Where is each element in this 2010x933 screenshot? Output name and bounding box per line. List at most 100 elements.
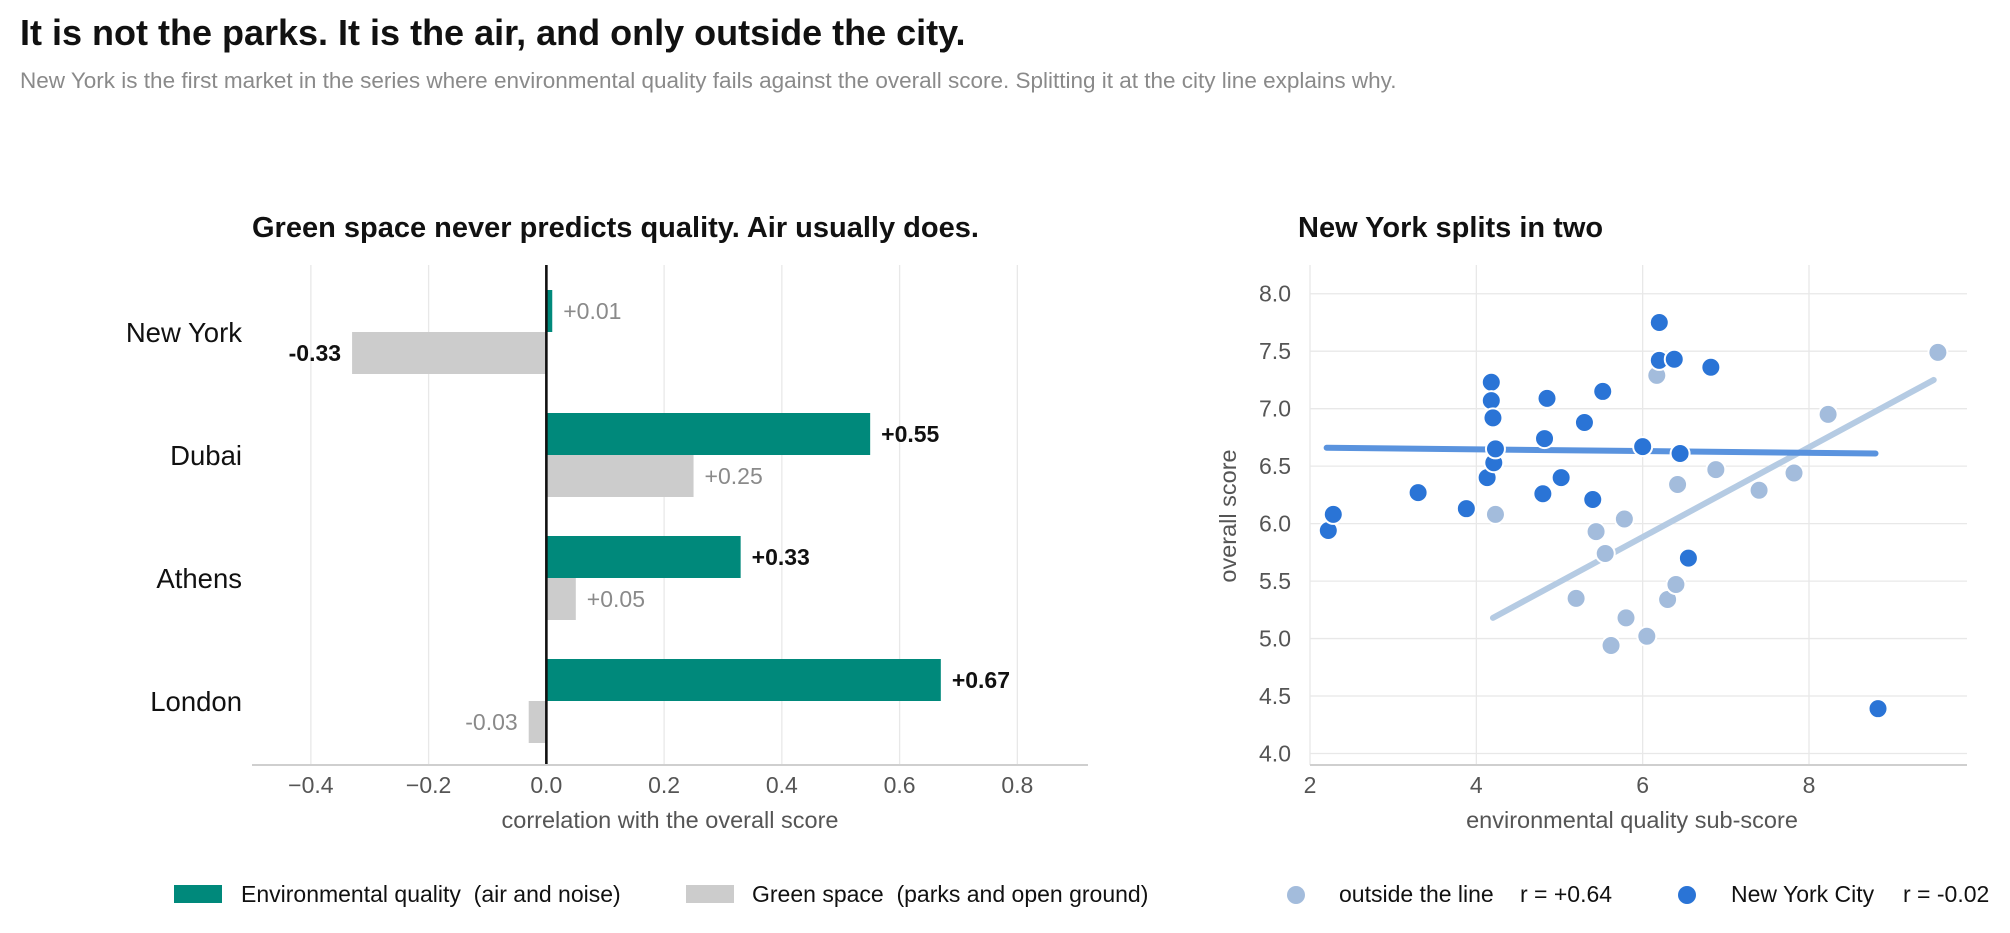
- scatter-y-tick-label: 6.5: [1259, 453, 1291, 479]
- scatter-y-tick-label: 6.0: [1259, 511, 1291, 537]
- scatter-chart-title: New York splits in two: [1298, 212, 1603, 244]
- scatter-point: [1550, 467, 1572, 489]
- bar: [546, 455, 694, 497]
- bar-category-label: London: [150, 686, 242, 717]
- scatter-chart-points: [1317, 311, 1949, 720]
- bar-x-tick-label: 0.8: [1001, 772, 1033, 798]
- bar-category-label: New York: [126, 317, 242, 348]
- scatter-point: [1615, 607, 1637, 629]
- page-subtitle: New York is the first market in the seri…: [20, 68, 1397, 93]
- scatter-y-tick-label: 5.5: [1259, 568, 1291, 594]
- scatter-chart-x-axis-label: environmental quality sub-score: [1466, 807, 1798, 833]
- scatter-point: [1592, 380, 1614, 402]
- scatter-x-tick-label: 2: [1304, 772, 1317, 798]
- scatter-fit-line: [1323, 444, 1879, 457]
- bar-chart-category-labels: New York Dubai Athens London: [126, 317, 242, 717]
- scatter-point: [1536, 387, 1558, 409]
- bar-chart-bars: [352, 265, 941, 765]
- scatter-point: [1867, 698, 1889, 720]
- bar: [546, 659, 941, 701]
- scatter-point: [1482, 407, 1504, 429]
- bar-x-tick-label: 0.6: [884, 772, 916, 798]
- scatter-y-tick-label: 7.5: [1259, 338, 1291, 364]
- scatter-point: [1817, 403, 1839, 425]
- scatter-point: [1594, 543, 1616, 565]
- scatter-point: [1484, 503, 1506, 525]
- scatter-y-tick-label: 5.0: [1259, 626, 1291, 652]
- scatter-point: [1582, 488, 1604, 510]
- legend-dot-nyc: [1678, 886, 1696, 904]
- bar-value-label: +0.33: [752, 544, 810, 570]
- bar-chart-title: Green space never predicts quality. Air …: [252, 212, 979, 244]
- bar-value-label: -0.33: [289, 340, 341, 366]
- scatter-point: [1484, 438, 1506, 460]
- scatter-point: [1322, 503, 1344, 525]
- scatter-point: [1927, 341, 1949, 363]
- scatter-y-tick-label: 4.5: [1259, 683, 1291, 709]
- scatter-point: [1600, 634, 1622, 656]
- scatter-point: [1613, 508, 1635, 530]
- bar-chart-legend: Environmental quality (air and noise) Gr…: [174, 881, 1148, 907]
- scatter-y-tick-label: 4.0: [1259, 741, 1291, 767]
- legend-label-nyc: New York City: [1731, 881, 1875, 907]
- scatter-chart: New York splits in two 2 4 6 8 4.0 4.5 5.0 5.5 6…: [1215, 212, 1967, 833]
- scatter-point: [1532, 483, 1554, 505]
- scatter-point: [1677, 547, 1699, 569]
- scatter-point: [1480, 371, 1502, 393]
- legend-label-green-space: Green space (parks and open ground): [752, 881, 1148, 907]
- legend-label-environmental: Environmental quality (air and noise): [241, 881, 621, 907]
- bar: [546, 413, 871, 455]
- bar: [546, 578, 576, 620]
- legend-stat-nyc: r = -0.02: [1903, 881, 1989, 907]
- legend-swatch-green-space: [686, 885, 734, 903]
- scatter-point: [1648, 311, 1670, 333]
- bar-chart: Green space never predicts quality. Air …: [126, 212, 1088, 833]
- bar: [528, 701, 547, 743]
- scatter-x-tick-label: 8: [1803, 772, 1816, 798]
- legend-dot-outside: [1287, 886, 1305, 904]
- bar: [352, 332, 547, 374]
- legend-swatch-environmental: [174, 885, 222, 903]
- scatter-point: [1636, 625, 1658, 647]
- bar-value-label: +0.67: [952, 667, 1010, 693]
- bar-category-label: Athens: [156, 563, 242, 594]
- scatter-chart-y-axis-label: overall score: [1215, 449, 1241, 582]
- bar-value-label: +0.55: [881, 421, 939, 447]
- bar-value-label: +0.01: [563, 298, 621, 324]
- scatter-point: [1534, 428, 1556, 450]
- scatter-point: [1705, 459, 1727, 481]
- scatter-point: [1783, 462, 1805, 484]
- bar-x-tick-label: 0.0: [530, 772, 562, 798]
- scatter-fit-line: [1489, 376, 1937, 621]
- scatter-chart-ticks: 2 4 6 8 4.0 4.5 5.0 5.5 6.0 6.5 7.0 7.5 8.0: [1259, 281, 1815, 798]
- scatter-y-tick-label: 8.0: [1259, 281, 1291, 307]
- scatter-x-tick-label: 6: [1636, 772, 1649, 798]
- scatter-chart-grid: [1309, 265, 1967, 765]
- bar-x-tick-label: 0.4: [766, 772, 798, 798]
- scatter-x-tick-label: 4: [1470, 772, 1483, 798]
- bar: [546, 290, 553, 332]
- scatter-chart-legend: outside the line r = +0.64 New York City…: [1287, 881, 1989, 907]
- bar-value-label: -0.03: [465, 709, 517, 735]
- scatter-point: [1407, 482, 1429, 504]
- scatter-point: [1480, 390, 1502, 412]
- scatter-point: [1632, 436, 1654, 458]
- bar-x-tick-label: −0.2: [406, 772, 451, 798]
- page-title: It is not the parks. It is the air, and …: [20, 12, 966, 53]
- scatter-point: [1585, 521, 1607, 543]
- bar-x-tick-label: 0.2: [648, 772, 680, 798]
- scatter-y-tick-label: 7.0: [1259, 396, 1291, 422]
- scatter-point: [1573, 411, 1595, 433]
- bar-chart-x-axis-label: correlation with the overall score: [502, 807, 839, 833]
- scatter-point: [1565, 587, 1587, 609]
- bar-chart-x-ticks: −0.4 −0.2 0.0 0.2 0.4 0.6 0.8: [288, 772, 1033, 798]
- scatter-point: [1667, 474, 1689, 496]
- scatter-point: [1748, 479, 1770, 501]
- legend-stat-outside: r = +0.64: [1520, 881, 1612, 907]
- bar: [546, 536, 741, 578]
- bar-chart-value-labels: +0.01 -0.33 +0.55 +0.25 +0.33 +0.05 +0.67 -0.03: [289, 298, 1010, 735]
- scatter-chart-fit-lines: [1323, 376, 1937, 621]
- scatter-point: [1669, 443, 1691, 465]
- bar-category-label: Dubai: [170, 440, 242, 471]
